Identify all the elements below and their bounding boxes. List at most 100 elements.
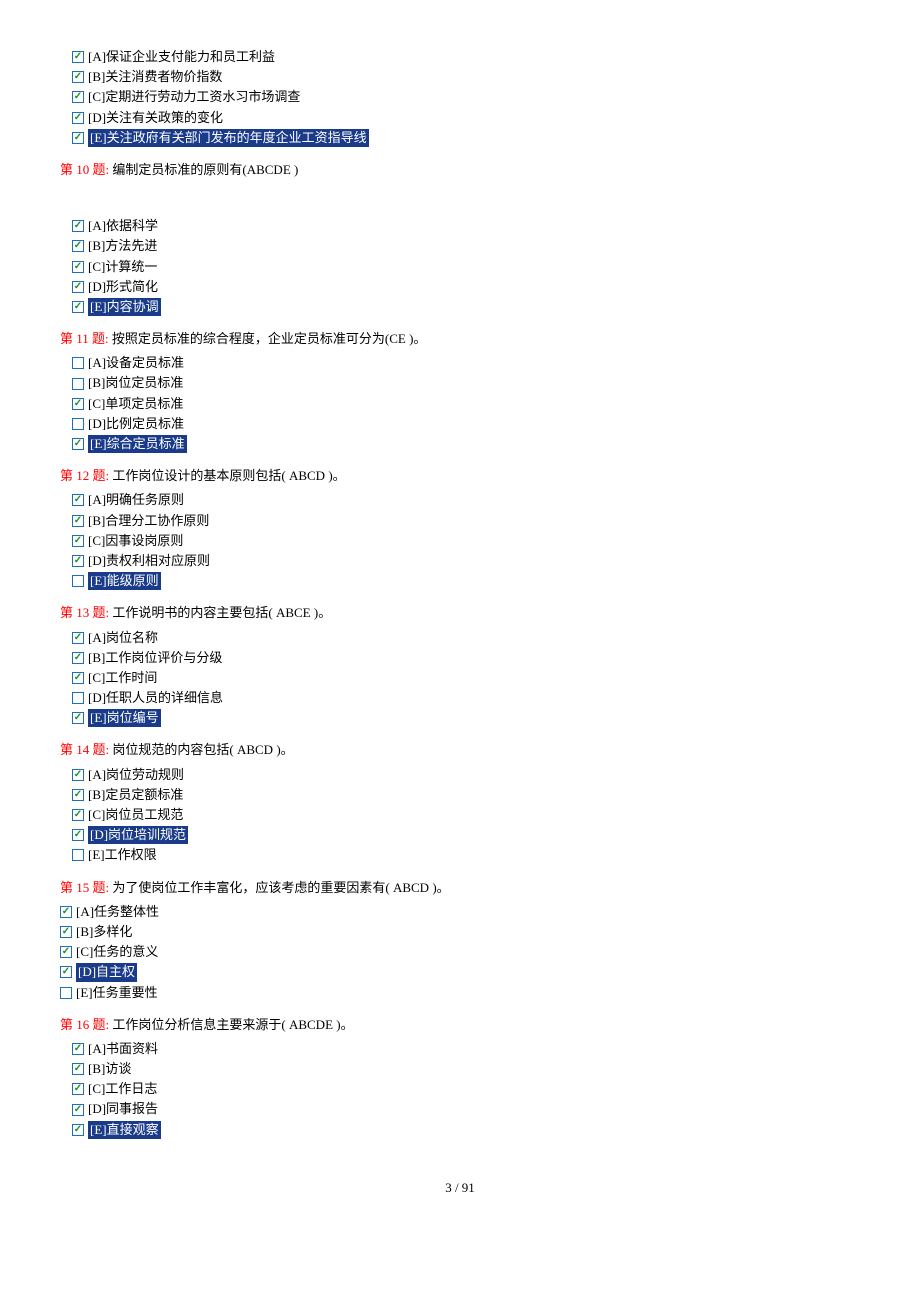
checkbox-icon[interactable]	[72, 809, 84, 821]
options-list: [A]保证企业支付能力和员工利益[B]关注消费者物价指数[C]定期进行劳动力工资…	[72, 48, 860, 147]
option-row: [D]责权利相对应原则	[72, 552, 860, 570]
checkbox-icon[interactable]	[72, 132, 84, 144]
checkbox-icon[interactable]	[72, 692, 84, 704]
checkbox-icon[interactable]	[72, 769, 84, 781]
option-label: [E]任务重要性	[76, 984, 158, 1002]
option-label: [C]任务的意义	[76, 943, 158, 961]
option-label: [C]工作时间	[88, 669, 157, 687]
checkbox-icon[interactable]	[72, 494, 84, 506]
option-row: [C]计算统一	[72, 258, 860, 276]
checkbox-icon[interactable]	[72, 51, 84, 63]
checkbox-icon[interactable]	[72, 281, 84, 293]
question-number: 第 10 题:	[60, 162, 109, 177]
option-label: [C]工作日志	[88, 1080, 157, 1098]
option-label: [B]合理分工协作原则	[88, 512, 209, 530]
checkbox-icon[interactable]	[72, 261, 84, 273]
options-list: [A]设备定员标准[B]岗位定员标准[C]单项定员标准[D]比例定员标准[E]综…	[72, 354, 860, 453]
option-row: [D]自主权	[60, 963, 860, 981]
option-row: [D]岗位培训规范	[72, 826, 860, 844]
checkbox-icon[interactable]	[72, 112, 84, 124]
checkbox-icon[interactable]	[72, 91, 84, 103]
question-block: [A]保证企业支付能力和员工利益[B]关注消费者物价指数[C]定期进行劳动力工资…	[60, 48, 860, 147]
option-row: [B]工作岗位评价与分级	[72, 649, 860, 667]
checkbox-icon[interactable]	[72, 555, 84, 567]
checkbox-icon[interactable]	[72, 301, 84, 313]
checkbox-icon[interactable]	[72, 1063, 84, 1075]
option-row: [D]比例定员标准	[72, 415, 860, 433]
options-list: [A]明确任务原则[B]合理分工协作原则[C]因事设岗原则[D]责权利相对应原则…	[72, 491, 860, 590]
option-row: [D]任职人员的详细信息	[72, 689, 860, 707]
option-row: [B]访谈	[72, 1060, 860, 1078]
checkbox-icon[interactable]	[72, 1043, 84, 1055]
page-footer: 3 / 91	[60, 1179, 860, 1197]
option-row: [E]岗位编号	[72, 709, 860, 727]
option-label: [A]岗位劳动规则	[88, 766, 184, 784]
checkbox-icon[interactable]	[72, 849, 84, 861]
checkbox-icon[interactable]	[60, 906, 72, 918]
checkbox-icon[interactable]	[60, 987, 72, 999]
checkbox-icon[interactable]	[72, 652, 84, 664]
option-row: [C]单项定员标准	[72, 395, 860, 413]
question-title: 第 15 题: 为了使岗位工作丰富化，应该考虑的重要因素有( ABCD )。	[60, 879, 860, 897]
checkbox-icon[interactable]	[72, 515, 84, 527]
checkbox-icon[interactable]	[72, 1104, 84, 1116]
checkbox-icon[interactable]	[72, 438, 84, 450]
checkbox-icon[interactable]	[72, 357, 84, 369]
option-row: [C]因事设岗原则	[72, 532, 860, 550]
option-label: [A]保证企业支付能力和员工利益	[88, 48, 275, 66]
question-block: 第 10 题: 编制定员标准的原则有(ABCDE )[A]依据科学[B]方法先进…	[60, 161, 860, 316]
option-label: [D]任职人员的详细信息	[88, 689, 223, 707]
option-label: [B]岗位定员标准	[88, 374, 183, 392]
question-number: 第 15 题:	[60, 880, 109, 895]
checkbox-icon[interactable]	[60, 966, 72, 978]
options-list: [A]依据科学[B]方法先进[C]计算统一[D]形式简化[E]内容协调	[72, 217, 860, 316]
option-label: [B]访谈	[88, 1060, 131, 1078]
question-text: 按照定员标准的综合程度，企业定员标准可分为(CE )。	[109, 331, 427, 346]
checkbox-icon[interactable]	[72, 672, 84, 684]
checkbox-icon[interactable]	[72, 1083, 84, 1095]
checkbox-icon[interactable]	[72, 220, 84, 232]
option-label: [B]多样化	[76, 923, 132, 941]
option-row: [A]岗位劳动规则	[72, 766, 860, 784]
question-title: 第 14 题: 岗位规范的内容包括( ABCD )。	[60, 741, 860, 759]
checkbox-icon[interactable]	[72, 575, 84, 587]
checkbox-icon[interactable]	[72, 1124, 84, 1136]
checkbox-icon[interactable]	[72, 378, 84, 390]
checkbox-icon[interactable]	[72, 632, 84, 644]
option-label: [A]岗位名称	[88, 629, 158, 647]
option-row: [D]同事报告	[72, 1100, 860, 1118]
question-number: 第 14 题:	[60, 742, 109, 757]
checkbox-icon[interactable]	[72, 789, 84, 801]
question-block: 第 14 题: 岗位规范的内容包括( ABCD )。 [A]岗位劳动规则 [B]定员…	[60, 741, 860, 864]
question-text: 工作岗位设计的基本原则包括( ABCD )。	[109, 468, 346, 483]
option-label: [E]能级原则	[88, 572, 161, 590]
checkbox-icon[interactable]	[72, 712, 84, 724]
option-row: [C]岗位员工规范	[72, 806, 860, 824]
question-text: 工作岗位分析信息主要来源于( ABCDE )。	[109, 1017, 353, 1032]
checkbox-icon[interactable]	[72, 829, 84, 841]
option-label: [E]岗位编号	[88, 709, 161, 727]
option-row: [B]定员定额标准	[72, 786, 860, 804]
option-label: [D]责权利相对应原则	[88, 552, 210, 570]
question-block: 第 12 题: 工作岗位设计的基本原则包括( ABCD )。[A]明确任务原则[…	[60, 467, 860, 590]
question-text: 工作说明书的内容主要包括( ABCE )。	[109, 605, 331, 620]
option-label: [E]综合定员标准	[88, 435, 187, 453]
checkbox-icon[interactable]	[72, 398, 84, 410]
checkbox-icon[interactable]	[72, 71, 84, 83]
checkbox-icon[interactable]	[72, 418, 84, 430]
checkbox-icon[interactable]	[72, 535, 84, 547]
option-label: [A]任务整体性	[76, 903, 159, 921]
option-label: [E]直接观察	[88, 1121, 161, 1139]
checkbox-icon[interactable]	[72, 240, 84, 252]
option-row: [B]方法先进	[72, 237, 860, 255]
checkbox-icon[interactable]	[60, 946, 72, 958]
option-label: [C]计算统一	[88, 258, 157, 276]
option-label: [E]关注政府有关部门发布的年度企业工资指导线	[88, 129, 369, 147]
options-list: [A]岗位名称 [B]工作岗位评价与分级 [C]工作时间 [D]任职人员的详细信息 [E…	[72, 629, 860, 728]
option-row: [C]定期进行劳动力工资水习市场调查	[72, 88, 860, 106]
checkbox-icon[interactable]	[60, 926, 72, 938]
option-row: [C]任务的意义	[60, 943, 860, 961]
option-label: [C]岗位员工规范	[88, 806, 183, 824]
options-list: [A]岗位劳动规则[B]定员定额标准[C]岗位员工规范[D]岗位培训规范[E]工…	[72, 766, 860, 865]
option-label: [E]内容协调	[88, 298, 161, 316]
